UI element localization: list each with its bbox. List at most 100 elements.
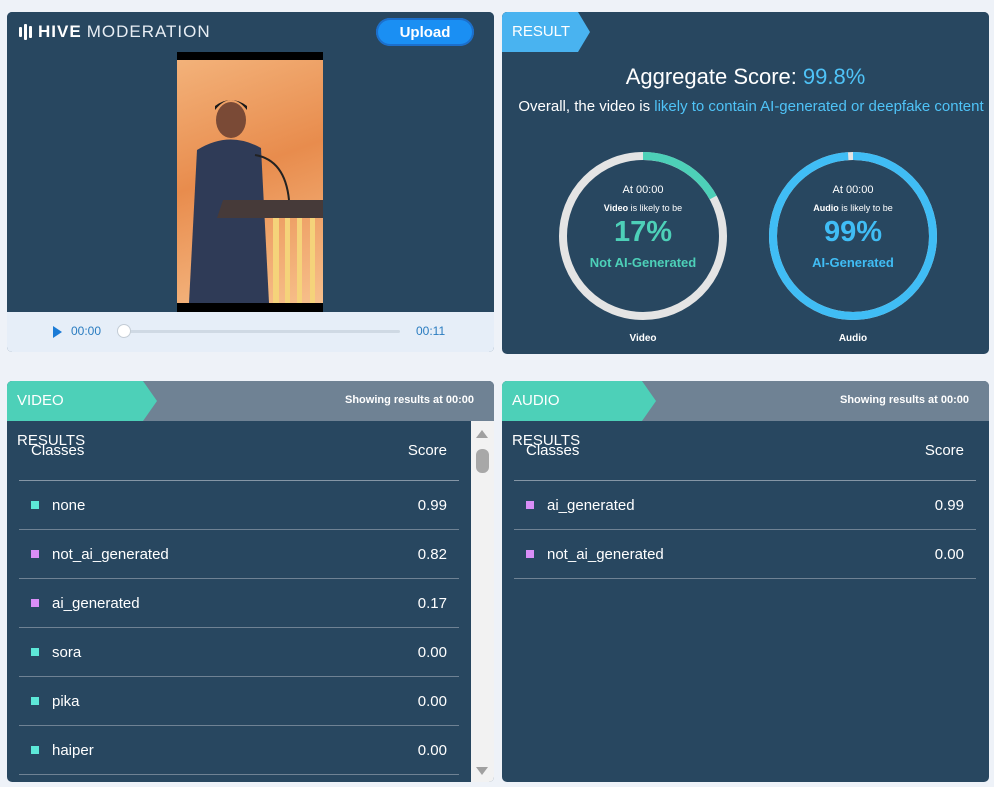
aggregate-value: 99.8% [802,64,866,89]
audio-results-panel: AUDIO RESULTS Showing results at 00:00 C… [502,381,989,782]
upload-button[interactable]: Upload [376,18,474,46]
video-results-tag: VIDEO RESULTS [7,381,157,449]
video-results-table: Classes Score none 0.99 not_ai_generated 0.… [19,421,459,775]
class-name: not_ai_generated [52,545,169,563]
class-color-swatch [31,746,39,754]
scroll-down-arrow-icon[interactable] [476,767,488,775]
class-cell: pika [31,693,80,710]
audio-table-header: Classes Score [514,421,976,481]
result-panel: RESULT Aggregate Score: 99.8% Overall, th… [502,12,989,354]
scroll-thumb[interactable] [476,449,489,473]
audio-showing-prefix: Showing results at [840,394,938,406]
audio-results-table: Classes Score ai_generated 0.99 not_ai_gen… [514,421,976,579]
class-name: pika [52,692,80,710]
audio-gauge-caption: Audio [838,333,868,344]
class-cell: haiper [31,742,94,759]
class-name: sora [52,643,82,661]
class-cell: ai_generated [526,497,635,514]
class-cell: none [31,497,85,514]
audio-showing-time: 00:00 [940,394,969,406]
video-results-panel: VIDEO RESULTS Showing results at 00:00 C… [7,381,494,782]
audio-col-classes: Classes [526,442,580,459]
class-score: 0.99 [934,496,964,514]
video-frame[interactable] [177,52,323,312]
audio-gauge-label: AI-Generated [812,255,894,270]
class-score: 0.00 [934,545,964,563]
video-table-body: none 0.99 not_ai_generated 0.82 ai_generated… [19,481,459,775]
overall-highlight: likely to contain AI-generated or deepfa… [654,98,984,115]
video-gauge: At 00:00 Video is likely to be 17% Not A… [555,148,731,324]
class-color-swatch [526,501,534,509]
class-name: none [52,496,86,514]
class-name: ai_generated [547,496,635,514]
aggregate-score: Aggregate Score: 99.8% [502,64,989,90]
seek-handle[interactable] [117,324,131,338]
video-gauge-subject: Video [603,203,629,213]
video-showing-results: Showing results at 00:00 [345,394,474,406]
brand-logo: HIVE MODERATION [19,22,211,42]
audio-gauge: At 00:00 Audio is likely to be 99% AI-Ge… [765,148,941,324]
video-gauge-time: At 00:00 [622,184,664,196]
seek-bar[interactable] [124,330,400,333]
class-cell: not_ai_generated [526,546,664,563]
video-gauge-percent: 17% [613,216,673,248]
class-name: ai_generated [52,594,140,612]
audio-gauge-ring [769,152,937,320]
class-name: not_ai_generated [547,545,664,563]
video-table-header: Classes Score [19,421,459,481]
class-score: 0.17 [417,594,447,612]
class-color-swatch [526,550,534,558]
class-score: 0.82 [417,545,447,563]
table-row: not_ai_generated 0.82 [19,530,459,579]
overall-prefix: Overall, the video is [518,98,651,115]
video-col-classes: Classes [31,442,85,459]
class-score: 0.99 [417,496,447,514]
player-controls: 00:00 00:11 [7,312,494,352]
video-col-score: Score [407,442,447,459]
video-still-image [177,60,323,303]
speaker-illustration [189,100,323,303]
audio-gauge-time: At 00:00 [832,184,874,196]
table-row: pika 0.00 [19,677,459,726]
end-time: 00:11 [416,324,446,338]
class-score: 0.00 [417,741,447,759]
video-results-scrollbar[interactable] [471,421,494,782]
scroll-up-arrow-icon[interactable] [476,430,488,438]
class-name: haiper [52,741,94,759]
audio-results-tag: AUDIO RESULTS [502,381,656,449]
video-gauge-likely: Video is likely to be [555,203,731,213]
audio-gauge-likely: Audio is likely to be [765,203,941,213]
class-color-swatch [31,697,39,705]
brand-name-bold: HIVE [38,22,82,41]
current-time: 00:00 [71,324,102,338]
class-color-swatch [31,550,39,558]
class-cell: sora [31,644,81,661]
hive-logo-icon [19,24,32,40]
class-color-swatch [31,501,39,509]
class-cell: not_ai_generated [31,546,169,563]
brand-name-light: MODERATION [86,22,211,41]
video-gauge-caption: Video [629,333,657,344]
class-color-swatch [31,648,39,656]
audio-table-body: ai_generated 0.99 not_ai_generated 0.00 [514,481,976,579]
audio-showing-results: Showing results at 00:00 [840,394,969,406]
class-score: 0.00 [417,692,447,710]
video-showing-prefix: Showing results at [345,394,443,406]
result-tag: RESULT [502,12,590,52]
video-gauge-label: Not AI-Generated [589,255,697,270]
video-player-panel: HIVE MODERATION Upload [7,12,494,352]
audio-gauge-percent: 99% [823,216,883,248]
overall-verdict: Overall, the video is likely to contain … [516,96,986,118]
video-gauge-arc [559,152,727,320]
class-score: 0.00 [417,643,447,661]
table-row: ai_generated 0.17 [19,579,459,628]
audio-gauge-arc [769,152,937,320]
table-row: none 0.99 [19,481,459,530]
table-row: sora 0.00 [19,628,459,677]
video-gauge-likely-text: is likely to be [630,203,683,213]
class-color-swatch [31,599,39,607]
table-row: haiper 0.00 [19,726,459,775]
audio-col-score: Score [924,442,964,459]
class-cell: ai_generated [31,595,140,612]
play-icon[interactable] [53,326,62,338]
